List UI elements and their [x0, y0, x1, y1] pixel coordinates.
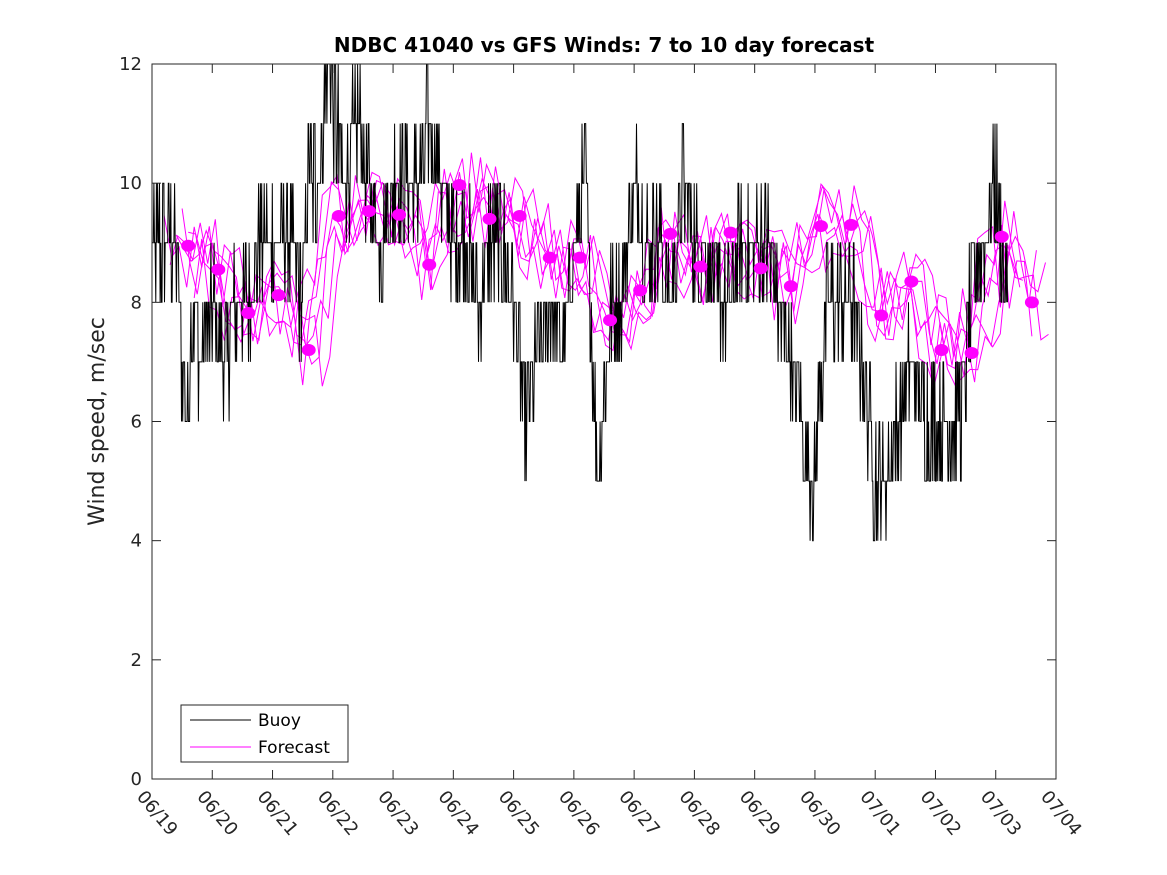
forecast-marker	[422, 258, 437, 271]
x-tick-label: 06/19	[132, 787, 181, 840]
y-tick-label: 8	[131, 292, 142, 313]
x-tick-label: 06/28	[675, 787, 724, 840]
forecast-marker	[994, 230, 1009, 243]
forecast-marker	[211, 263, 226, 276]
forecast-marker	[1024, 296, 1039, 309]
forecast-line	[175, 158, 1021, 383]
x-tick-label: 06/27	[614, 787, 663, 840]
buoy-layer	[152, 63, 1008, 542]
legend-label-buoy: Buoy	[258, 711, 301, 731]
forecast-marker-layer	[181, 178, 1039, 359]
forecast-line	[163, 157, 1046, 387]
x-tick-label: 07/02	[916, 787, 965, 840]
forecast-marker	[934, 344, 949, 356]
buoy-line	[152, 63, 1008, 542]
forecast-marker	[753, 262, 768, 275]
forecast-marker	[904, 275, 919, 288]
forecast-marker	[301, 344, 316, 356]
forecast-line	[169, 152, 1037, 357]
forecast-marker	[542, 251, 557, 264]
forecast-marker	[512, 209, 527, 222]
x-tick-label: 06/30	[795, 787, 844, 840]
forecast-marker	[271, 289, 286, 302]
forecast-marker	[874, 309, 889, 322]
x-tick-label: 06/23	[373, 787, 422, 840]
forecast-marker	[392, 208, 407, 221]
forecast-marker	[572, 251, 587, 264]
forecast-marker	[663, 227, 678, 240]
x-tick-label: 06/20	[192, 787, 241, 840]
forecast-marker	[813, 220, 828, 233]
x-tick-label: 07/03	[976, 787, 1025, 840]
forecast-marker	[181, 239, 196, 252]
forecast-marker	[241, 307, 256, 320]
forecast-marker	[964, 346, 979, 359]
forecast-marker	[603, 314, 618, 327]
forecast-marker	[693, 260, 708, 273]
y-tick-label: 2	[131, 650, 142, 671]
forecast-marker	[633, 284, 648, 297]
y-tick-label: 4	[131, 531, 142, 552]
x-tick-label: 06/21	[253, 787, 302, 840]
x-tick-label: 07/01	[855, 787, 904, 840]
forecast-line	[193, 171, 1024, 385]
forecast-marker	[331, 209, 346, 222]
legend-label-forecast: Forecast	[258, 738, 330, 758]
y-tick-label: 12	[119, 54, 142, 75]
forecast-marker	[361, 205, 376, 218]
forecast-marker	[844, 218, 859, 231]
x-tick-label: 07/04	[1036, 787, 1085, 840]
legend-box	[180, 704, 349, 763]
x-tick-label: 06/25	[494, 787, 543, 840]
y-axis: 0 2 4 6 8 10 12	[119, 54, 1056, 790]
x-tick-label: 06/24	[434, 787, 483, 840]
forecast-marker	[482, 212, 497, 225]
y-axis-title: Wind speed, m/sec	[85, 317, 110, 526]
x-tick-label: 06/22	[313, 787, 362, 840]
legend: Buoy Forecast	[180, 704, 349, 763]
y-tick-label: 6	[131, 412, 142, 433]
y-tick-label: 10	[119, 173, 142, 194]
forecast-marker	[723, 226, 738, 239]
x-tick-label: 06/29	[735, 787, 784, 840]
forecast-marker	[783, 280, 798, 293]
forecast-marker	[452, 178, 467, 191]
chart-title: NDBC 41040 vs GFS Winds: 7 to 10 day for…	[334, 33, 875, 57]
x-tick-label: 06/26	[554, 787, 603, 840]
y-tick-label: 0	[131, 769, 142, 790]
